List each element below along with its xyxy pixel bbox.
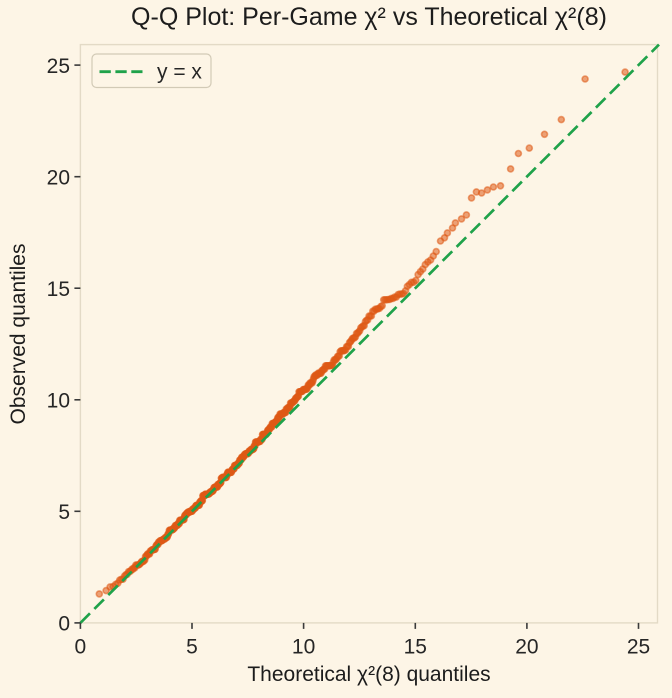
svg-text:15: 15 — [47, 278, 70, 301]
svg-text:Q-Q Plot: Per-Game χ² vs Theor: Q-Q Plot: Per-Game χ² vs Theoretical χ²(… — [131, 3, 607, 31]
svg-text:25: 25 — [627, 636, 650, 659]
svg-text:10: 10 — [292, 636, 315, 659]
svg-text:Theoretical χ²(8) quantiles: Theoretical χ²(8) quantiles — [247, 663, 490, 686]
svg-text:0: 0 — [58, 613, 70, 636]
svg-text:15: 15 — [404, 636, 427, 659]
svg-text:25: 25 — [47, 55, 70, 78]
svg-text:y = x: y = x — [157, 61, 202, 84]
svg-text:5: 5 — [186, 636, 198, 659]
svg-text:5: 5 — [58, 501, 70, 524]
svg-text:20: 20 — [47, 166, 70, 189]
svg-text:20: 20 — [515, 636, 538, 659]
svg-text:Observed quantiles: Observed quantiles — [7, 244, 30, 425]
svg-text:0: 0 — [75, 636, 87, 659]
svg-text:10: 10 — [47, 390, 70, 413]
